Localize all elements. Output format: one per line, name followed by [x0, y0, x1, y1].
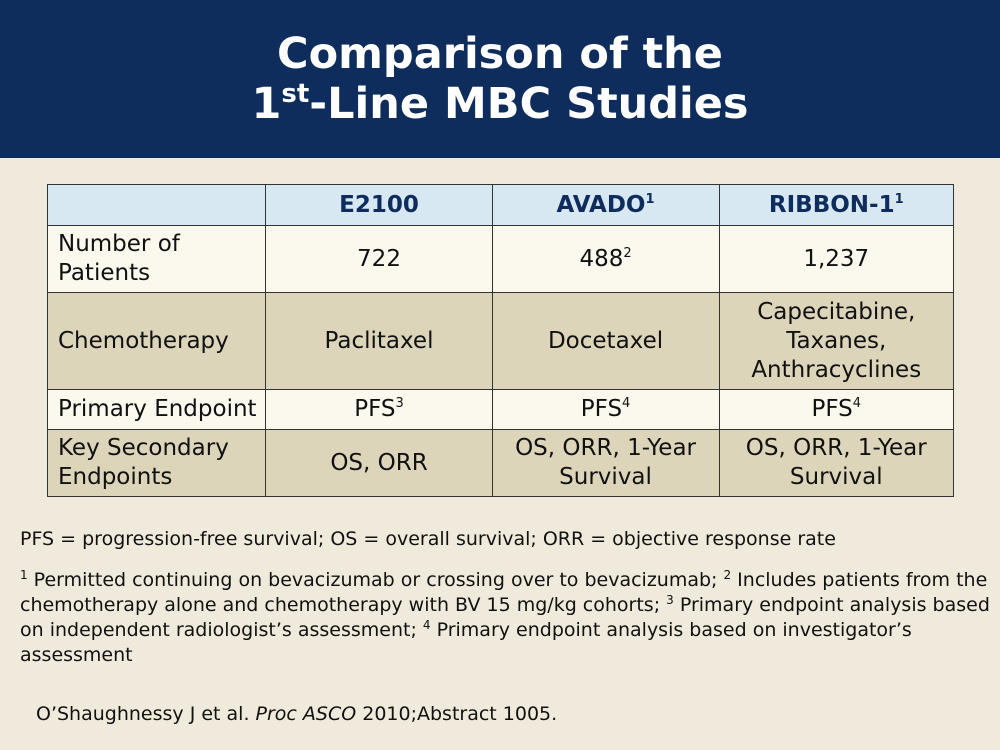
- footnotes-block: PFS = progression-free survival; OS = ov…: [20, 527, 990, 668]
- table-cell: OS, ORR, 1-Year Survival: [718, 429, 955, 497]
- footnote-ref: 1: [894, 192, 904, 207]
- header-cell-ribbon1: RIBBON-11: [718, 184, 955, 226]
- cell-text: Docetaxel: [547, 327, 664, 354]
- title-prefix: 1: [251, 79, 282, 129]
- footnote-ref: 4: [852, 396, 862, 411]
- cell-text: 722: [357, 245, 401, 272]
- table-cell: PFS4: [718, 389, 955, 430]
- footnote-text: Primary endpoint analysis based on indep…: [20, 594, 990, 641]
- slide-title-line-1: Comparison of the: [277, 29, 723, 79]
- table-header-row: E2100 AVADO1 RIBBON-11: [46, 184, 955, 226]
- cell-text: PFS: [811, 396, 853, 422]
- table-row-chemotherapy: Chemotherapy Paclitaxel Docetaxel Capeci…: [46, 292, 955, 390]
- row-label-line: Endpoints: [58, 464, 173, 490]
- table-row-primary-endpoint: Primary Endpoint PFS3 PFS4 PFS4: [46, 389, 955, 430]
- row-label-line: Chemotherapy: [58, 327, 229, 354]
- footnote-number: 1: [20, 568, 28, 582]
- numbered-footnotes: 1 Permitted continuing on bevacizumab or…: [20, 568, 990, 668]
- table-cell: Docetaxel: [491, 292, 720, 390]
- cell-text: 1,237: [803, 245, 870, 272]
- row-label-line: Primary Endpoint: [58, 396, 257, 422]
- table-row-secondary-endpoints: Key Secondary Endpoints OS, ORR OS, ORR, …: [46, 429, 955, 497]
- footnote-text: Permitted continuing on bevacizumab or c…: [27, 569, 724, 591]
- abbreviations-note: PFS = progression-free survival; OS = ov…: [20, 528, 836, 550]
- cell-text: Survival: [789, 464, 883, 490]
- title-banner: Comparison of the 1st-Line MBC Studies: [0, 0, 1000, 158]
- header-label: RIBBON-1: [768, 192, 895, 218]
- header-cell-avado: AVADO1: [491, 184, 720, 226]
- table-cell: 1,237: [718, 225, 955, 293]
- cell-text: 488: [579, 245, 624, 272]
- footnote-text: Primary endpoint analysis based on inves…: [20, 619, 912, 666]
- header-label: E2100: [339, 192, 419, 218]
- footnote-ref: 2: [623, 245, 632, 261]
- table-cell: Paclitaxel: [265, 292, 493, 390]
- row-label: Primary Endpoint: [46, 389, 267, 430]
- footnote-number: 3: [666, 593, 674, 607]
- footnote-number: 4: [422, 618, 431, 632]
- header-label: AVADO: [556, 192, 646, 218]
- row-label-line: Patients: [58, 260, 151, 286]
- table-cell: OS, ORR, 1-Year Survival: [491, 429, 720, 497]
- cell-text: Paclitaxel: [324, 327, 434, 354]
- row-label: Number of Patients: [46, 225, 267, 293]
- footnote-text: Includes patients from the chemotherapy …: [20, 569, 988, 616]
- cell-text: Taxanes,: [786, 327, 887, 354]
- cell-text: OS, ORR: [330, 449, 428, 476]
- header-cell-e2100: E2100: [265, 184, 493, 226]
- slide-title-line-2: 1st-Line MBC Studies: [251, 79, 748, 129]
- cell-text: PFS: [580, 396, 623, 422]
- table-cell: 4882: [491, 225, 720, 293]
- citation-journal: Proc ASCO: [255, 703, 357, 725]
- table-row-patients: Number of Patients 722 4882 1,237: [46, 225, 955, 293]
- table-cell: OS, ORR: [265, 429, 493, 497]
- cell-text: OS, ORR, 1-Year: [515, 435, 696, 461]
- table-cell: 722: [265, 225, 493, 293]
- row-label-line: Key Secondary: [58, 435, 229, 461]
- table-cell: PFS3: [265, 389, 493, 430]
- cell-text: Survival: [559, 464, 652, 490]
- table-cell: PFS4: [491, 389, 720, 430]
- header-cell-empty: [46, 184, 267, 226]
- row-label: Key Secondary Endpoints: [46, 429, 267, 497]
- title-superscript: st: [281, 79, 310, 109]
- footnote-number: 2: [723, 568, 732, 582]
- row-label: Chemotherapy: [46, 292, 267, 390]
- citation: O’Shaughnessy J et al. Proc ASCO 2010;Ab…: [36, 703, 557, 725]
- row-label-line: Number of: [58, 231, 180, 257]
- footnote-ref: 4: [622, 396, 631, 411]
- footnote-ref: 3: [395, 396, 404, 411]
- cell-text: PFS: [354, 396, 396, 422]
- table-cell: Capecitabine, Taxanes, Anthracyclines: [718, 292, 955, 390]
- cell-text: Anthracyclines: [751, 356, 922, 383]
- title-rest: -Line MBC Studies: [309, 79, 749, 129]
- cell-text: OS, ORR, 1-Year: [745, 435, 927, 461]
- comparison-table: E2100 AVADO1 RIBBON-11 Number of Patients…: [46, 184, 955, 497]
- footnote-ref: 1: [645, 192, 655, 207]
- cell-text: Capecitabine,: [757, 298, 916, 325]
- citation-details: 2010;Abstract 1005.: [356, 703, 558, 725]
- citation-authors: O’Shaughnessy J et al.: [36, 703, 256, 725]
